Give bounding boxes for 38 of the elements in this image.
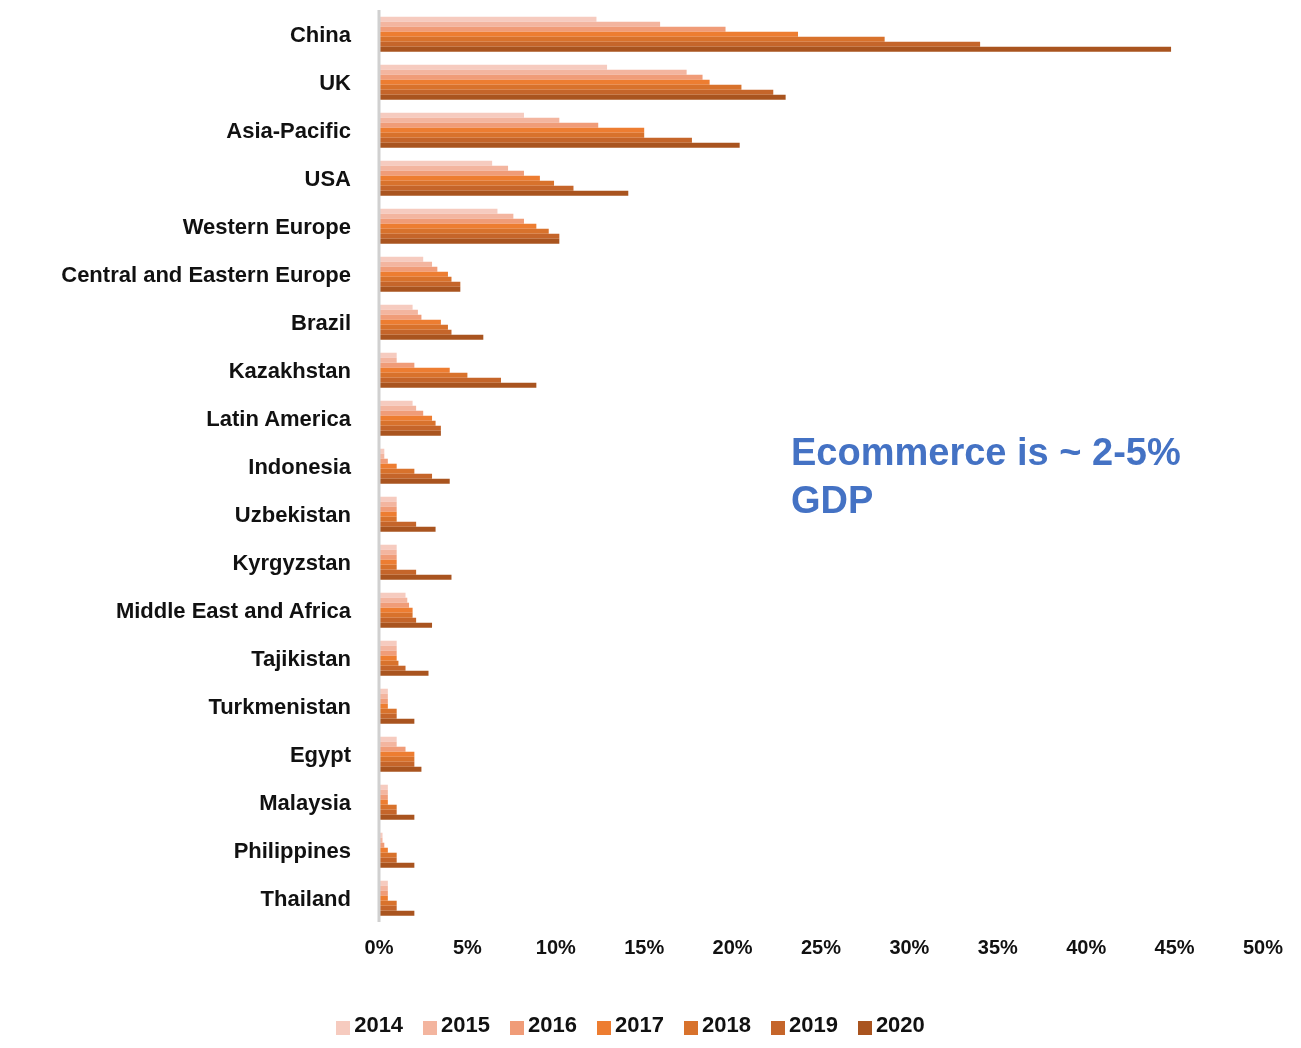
- legend-label: 2015: [441, 1012, 491, 1037]
- y-tick-label: Turkmenistan: [208, 693, 351, 719]
- y-tick-label: Thailand: [260, 885, 351, 911]
- x-tick-label: 25%: [800, 936, 842, 959]
- x-tick-label: 15%: [624, 936, 665, 959]
- y-tick-label: Central and Eastern Europe: [61, 261, 351, 287]
- y-tick-label: Asia-Pacific: [226, 117, 351, 143]
- y-tick-label: Middle East and Africa: [115, 597, 352, 623]
- y-tick-label: Kyrgyzstan: [232, 549, 351, 575]
- legend-label: 2020: [875, 1012, 925, 1037]
- y-tick-label: Egypt: [289, 741, 352, 767]
- y-tick-label: Malaysia: [259, 789, 352, 815]
- legend-label: 2018: [701, 1012, 751, 1037]
- x-tick-label: 0%: [364, 936, 394, 959]
- y-tick-label: Western Europe: [182, 213, 351, 239]
- legend-label: 2017: [615, 1012, 664, 1037]
- x-tick-label: 40%: [1066, 936, 1107, 959]
- y-tick-label: Uzbekistan: [234, 501, 351, 527]
- legend-label: 2016: [528, 1012, 578, 1037]
- x-tick-label: 50%: [1242, 936, 1284, 959]
- y-tick-label: China: [289, 21, 352, 47]
- legend-label: 2014: [354, 1012, 404, 1037]
- x-tick-label: 30%: [889, 936, 930, 959]
- y-tick-label: Tajikistan: [251, 645, 351, 671]
- x-tick-label: 5%: [452, 936, 483, 959]
- y-tick-label: Philippines: [233, 837, 351, 863]
- x-tick-label: 35%: [977, 936, 1019, 959]
- y-tick-label: UK: [319, 69, 352, 95]
- x-tick-label: 45%: [1154, 936, 1195, 959]
- legend-label: 2019: [788, 1012, 838, 1037]
- y-tick-label: Brazil: [291, 309, 351, 335]
- annotation: Ecommerce is ~ 2-5% GDP: [791, 430, 1182, 523]
- x-tick-label: 10%: [535, 936, 577, 959]
- x-tick-label: 20%: [712, 936, 753, 959]
- y-tick-label: Indonesia: [248, 453, 352, 479]
- y-tick-label: Latin America: [206, 405, 352, 431]
- y-tick-label: Kazakhstan: [228, 357, 351, 383]
- y-tick-label: USA: [304, 165, 352, 191]
